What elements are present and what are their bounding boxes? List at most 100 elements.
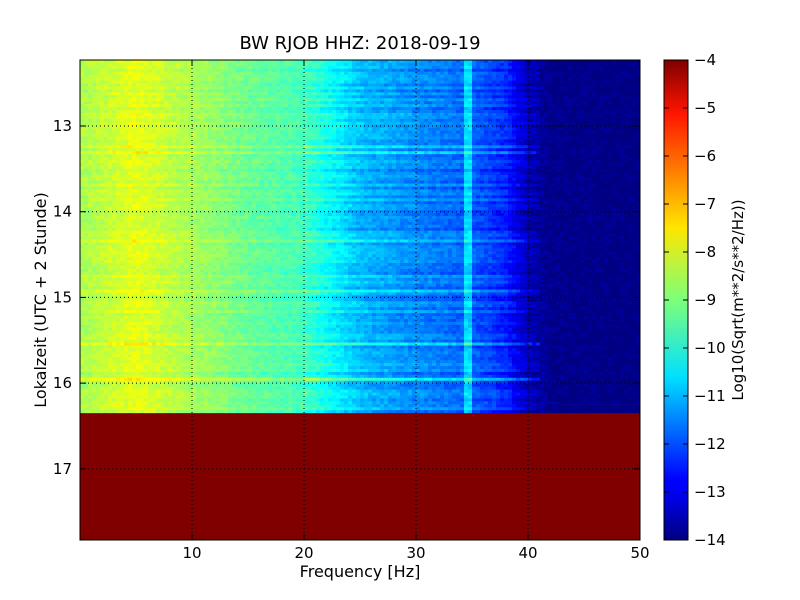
heatmap-cell	[316, 110, 321, 114]
heatmap-cell	[564, 65, 569, 70]
heatmap-cell	[292, 115, 297, 120]
heatmap-cell	[140, 121, 145, 126]
heatmap-cell	[96, 95, 101, 99]
heatmap-cell	[156, 83, 161, 88]
heatmap-cell	[616, 95, 621, 99]
heatmap-cell	[620, 68, 625, 73]
heatmap-cell	[576, 65, 581, 70]
heatmap-cell	[148, 83, 153, 88]
heatmap-cell	[344, 112, 349, 117]
heatmap-cell	[108, 104, 113, 108]
heatmap-cell	[100, 80, 105, 85]
heatmap-cell	[312, 89, 317, 93]
heatmap-cell	[244, 77, 249, 82]
heatmap-cell	[600, 98, 605, 102]
heatmap-cell	[568, 121, 573, 126]
heatmap-cell	[460, 89, 465, 93]
heatmap-cell	[408, 101, 413, 105]
heatmap-cell	[392, 110, 397, 114]
heatmap-cell	[352, 115, 357, 120]
heatmap-cell	[516, 74, 521, 79]
heatmap-cell	[300, 127, 305, 132]
heatmap-cell	[136, 118, 141, 123]
heatmap-cell	[264, 62, 269, 67]
heatmap-cell	[244, 60, 249, 64]
heatmap-cell	[148, 74, 153, 79]
heatmap-cell	[420, 112, 425, 117]
heatmap-cell	[456, 110, 461, 114]
heatmap-cell	[96, 74, 101, 79]
heatmap-cell	[184, 65, 189, 70]
heatmap-cell	[520, 74, 525, 79]
heatmap-cell	[116, 62, 121, 67]
heatmap-cell	[244, 83, 249, 88]
heatmap-cell	[448, 92, 453, 96]
heatmap-cell	[416, 92, 421, 96]
heatmap-cell	[96, 101, 101, 105]
heatmap-cell	[100, 62, 105, 67]
heatmap-cell	[200, 68, 205, 73]
heatmap-cell	[132, 121, 137, 126]
heatmap-cell	[148, 107, 153, 111]
heatmap-cell	[600, 104, 605, 108]
heatmap-cell	[192, 107, 197, 111]
heatmap-cell	[184, 86, 189, 91]
heatmap-cell	[312, 60, 317, 64]
heatmap-cell	[424, 86, 429, 91]
heatmap-cell	[420, 65, 425, 70]
heatmap-cell	[544, 124, 549, 129]
heatmap-cell	[240, 74, 245, 79]
heatmap-cell	[632, 110, 637, 114]
heatmap-cell	[408, 104, 413, 108]
heatmap-cell	[512, 110, 517, 114]
heatmap-cell	[164, 118, 169, 123]
heatmap-cell	[540, 77, 545, 82]
heatmap-cell	[452, 107, 457, 111]
heatmap-cell	[384, 60, 389, 64]
heatmap-cell	[440, 115, 445, 120]
heatmap-cell	[432, 121, 437, 126]
heatmap-cell	[316, 83, 321, 88]
heatmap-cell	[300, 80, 305, 85]
heatmap-cell	[416, 86, 421, 91]
heatmap-cell	[128, 107, 133, 111]
heatmap-cell	[228, 77, 233, 82]
heatmap-cell	[172, 71, 177, 76]
heatmap-cell	[332, 98, 337, 102]
heatmap-cell	[408, 68, 413, 73]
heatmap-cell	[240, 77, 245, 82]
heatmap-cell	[600, 77, 605, 82]
heatmap-cell	[272, 112, 277, 117]
heatmap-cell	[484, 104, 489, 108]
heatmap-cell	[484, 83, 489, 88]
heatmap-cell	[472, 118, 477, 123]
heatmap-cell	[100, 124, 105, 129]
heatmap-cell	[388, 107, 393, 111]
heatmap-cell	[500, 89, 505, 93]
heatmap-cell	[432, 89, 437, 93]
heatmap-cell	[396, 62, 401, 67]
heatmap-cell	[324, 121, 329, 126]
heatmap-cell	[532, 77, 537, 82]
heatmap-cell	[124, 118, 129, 123]
heatmap-cell	[432, 107, 437, 111]
heatmap-cell	[276, 92, 281, 96]
heatmap-cell	[80, 98, 85, 102]
heatmap-cell	[196, 80, 201, 85]
heatmap-cell	[452, 65, 457, 70]
heatmap-cell	[336, 95, 341, 99]
heatmap-cell	[144, 60, 149, 64]
heatmap-cell	[536, 83, 541, 88]
heatmap-cell	[540, 62, 545, 67]
heatmap-cell	[376, 83, 381, 88]
heatmap-cell	[152, 95, 157, 99]
heatmap-cell	[304, 124, 309, 129]
heatmap-cell	[356, 71, 361, 76]
heatmap-cell	[104, 124, 109, 129]
heatmap-cell	[480, 110, 485, 114]
heatmap-cell	[168, 71, 173, 76]
heatmap-cell	[216, 95, 221, 99]
heatmap-cell	[264, 110, 269, 114]
heatmap-cell	[592, 121, 597, 126]
heatmap-cell	[344, 107, 349, 111]
